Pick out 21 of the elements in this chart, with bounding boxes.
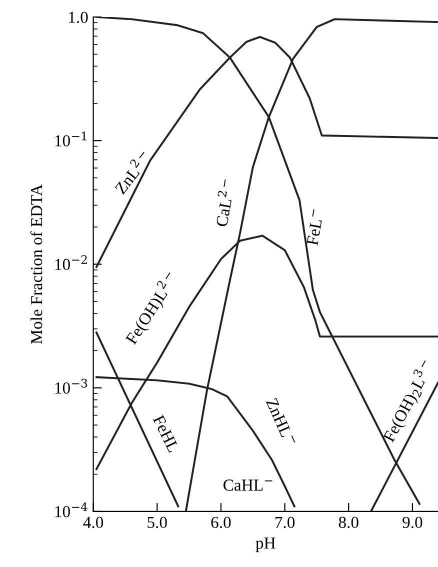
y-tick-label: 10$^{−4}$ bbox=[55, 502, 88, 518]
x-tick-label: 8.0 bbox=[338, 516, 358, 528]
x-tick-label: 5.0 bbox=[148, 516, 167, 528]
text: CaL$^{2−}$ bbox=[212, 178, 236, 227]
x-tick-label: 7.0 bbox=[275, 516, 295, 528]
x-tick-label: 6.0 bbox=[211, 516, 231, 528]
x-tick-label: 9.0 bbox=[402, 516, 422, 528]
y-tick-label: 10$^{−3}$ bbox=[55, 378, 88, 394]
text: ZnHL$^{−}$ bbox=[266, 397, 296, 446]
y-tick-label: 10$^{−2}$ bbox=[55, 255, 87, 270]
text: FeL$^{−}$ bbox=[306, 209, 324, 246]
annotation: CaHL$^{−}$ bbox=[224, 480, 272, 491]
x-tick-label: 4.0 bbox=[83, 516, 104, 528]
y-tick-label: 10$^{−1}$ bbox=[55, 132, 86, 146]
text: FeHL bbox=[152, 414, 180, 453]
text: Fe(OH)L$^{2−}$ bbox=[122, 270, 182, 347]
x-axis-title: pH bbox=[256, 538, 276, 552]
text: ZnL$^{2−}$ bbox=[112, 149, 152, 195]
y-tick-label: 1.0 bbox=[69, 12, 88, 24]
y-axis-title: Mole Fraction of EDTA bbox=[30, 184, 42, 344]
text: Fe(OH)$_{2}$L$^{3−}$ bbox=[380, 358, 438, 444]
